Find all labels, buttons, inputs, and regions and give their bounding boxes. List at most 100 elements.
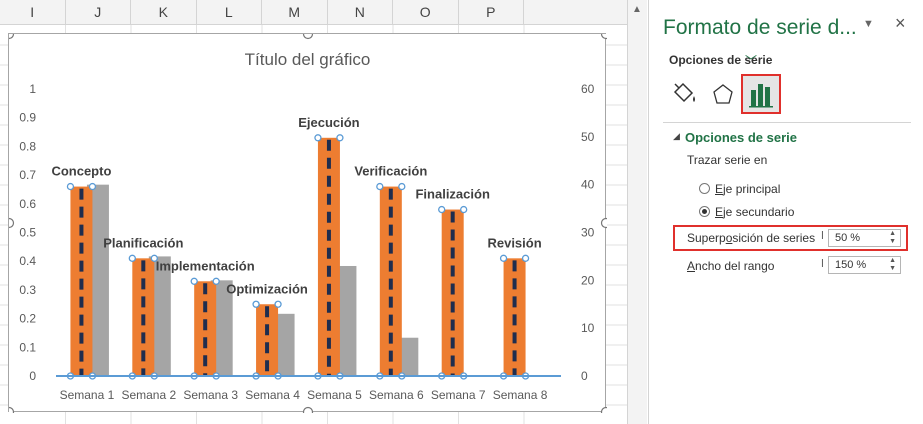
x-category-label: Semana 6 [369,388,424,402]
data-label: Finalización [415,187,489,202]
y-primary-tick-label: 1 [29,82,36,96]
spin-up-icon[interactable]: ▲ [889,230,896,237]
column-header-j[interactable]: J [66,0,131,24]
selection-handle [438,205,446,214]
secondary-axis-label[interactable]: Eje secundario [715,205,794,219]
y-secondary-tick-label: 60 [581,82,595,96]
gap-width-spinner[interactable]: 150 % ▲ ▼ [828,256,901,274]
y-primary-tick-label: 0.5 [19,226,36,240]
data-label: Ejecución [298,115,359,130]
selection-handle [314,134,322,142]
primary-axis-label[interactable]: Eje principal [715,182,780,196]
gap-slider-handle[interactable]: ǀ [821,258,824,270]
panel-title: Formato de serie d... [663,16,857,39]
collapse-caret-icon[interactable]: ◢ [673,131,680,141]
data-label: Verificación [354,164,427,179]
y-secondary-tick-label: 30 [581,226,595,240]
chart-svg[interactable]: Título del gráfico 0 0.1 0.2 0.3 0.4 0.5 0.6 0.7… [9,34,607,413]
series-options-dropdown[interactable]: Opciones de serie [669,53,773,67]
section-series-options[interactable]: Opciones de serie [685,130,797,145]
pentagon-icon[interactable] [705,78,741,112]
gap-width-value[interactable]: 150 % [835,259,867,271]
column-header-k[interactable]: K [131,0,197,24]
y-primary-tick-label: 0 [29,369,36,383]
selection-handle [66,182,75,191]
y-primary-tick-label: 0.8 [19,139,36,153]
chart-resize-handle [9,217,15,229]
series-overlap-label: Superposición de series [687,231,815,245]
primary-axis-radio[interactable] [699,183,710,194]
spin-down-icon[interactable]: ▼ [889,265,896,272]
selection-handle [274,300,282,308]
y-secondary-tick-label: 10 [581,321,595,335]
paint-bucket-icon[interactable] [665,78,701,112]
column-header-m[interactable]: M [262,0,328,24]
y-primary-tick-label: 0.6 [19,197,36,211]
y-primary-tick-label: 0.4 [19,254,36,268]
selection-handle [521,254,530,262]
data-label: Planificación [103,235,183,250]
close-icon[interactable]: × [895,13,906,33]
hotkey-letter: A [687,259,696,273]
selection-handle [212,277,220,285]
selection-handle [460,205,468,214]
chart-resize-handle [302,34,314,40]
column-header-i[interactable]: I [0,0,66,24]
y-secondary-tick-label: 0 [581,369,588,383]
chart-resize-handle [600,217,607,229]
x-category-label: Semana 1 [60,388,115,402]
bar-chart-icon[interactable] [741,74,781,114]
selection-handle [150,254,158,262]
chart-resize-handle [302,406,314,413]
hotkey-letter: E [715,182,724,196]
y-primary-tick-label: 0.3 [19,283,36,297]
vertical-scrollbar[interactable]: ▲ [627,0,647,424]
scroll-up-arrow-icon[interactable]: ▲ [632,4,642,15]
x-category-label: Semana 2 [121,388,176,402]
column-header-o[interactable]: O [393,0,459,24]
chart-area[interactable]: Título del gráfico 0 0.1 0.2 0.3 0.4 0.5 0.6 0.7… [8,33,607,413]
overlap-highlight-box [673,225,908,251]
series-overlap-value[interactable]: 50 % [835,232,861,244]
selection-handle [190,277,198,285]
primary-series-bar [256,304,279,376]
radio-dot [702,209,707,214]
label-text: ncho del rango [695,259,775,273]
label-text: sición de series [732,231,816,245]
column-header-n[interactable]: N [328,0,393,24]
chart-title: Título del gráfico [245,50,371,69]
y-primary-tick-label: 0.9 [19,111,36,125]
x-category-label: Semana 5 [307,388,362,402]
spin-down-icon[interactable]: ▼ [889,238,896,245]
chart-resize-handle [600,406,607,413]
selection-handle [88,182,97,191]
overlap-slider-handle[interactable]: ǀ [821,230,824,242]
x-category-label: Semana 8 [493,388,548,402]
panel-divider [663,122,911,123]
selection-handle [252,300,260,308]
secondary-axis-radio[interactable] [699,206,710,217]
chart-resize-handle [9,34,15,40]
format-series-panel: Formato de serie d... ▼ × Opciones de se… [648,0,923,424]
label-text: Superp [687,231,726,245]
gap-width-label: Ancho del rango [687,259,774,273]
x-category-label: Semana 7 [431,388,486,402]
panel-options-dropdown-icon[interactable]: ▼ [863,18,874,30]
data-label: Revisión [487,235,541,250]
column-header-l[interactable]: L [197,0,262,24]
selection-handle [398,182,406,191]
label-text: je principal [723,182,781,196]
series-overlap-spinner[interactable]: 50 % ▲ ▼ [828,229,901,247]
data-label: Optimización [226,281,308,296]
selection-handle [128,254,136,262]
hotkey-letter: o [725,231,733,245]
x-category-label: Semana 4 [245,388,300,402]
chevron-down-icon[interactable]: ﹀ [745,54,758,68]
x-category-label: Semana 3 [183,388,238,402]
chart-resize-handle [600,34,607,40]
spin-up-icon[interactable]: ▲ [889,257,896,264]
y-primary-tick-label: 0.1 [19,340,36,354]
column-header-p[interactable]: P [459,0,524,24]
data-label: Concepto [51,164,111,179]
